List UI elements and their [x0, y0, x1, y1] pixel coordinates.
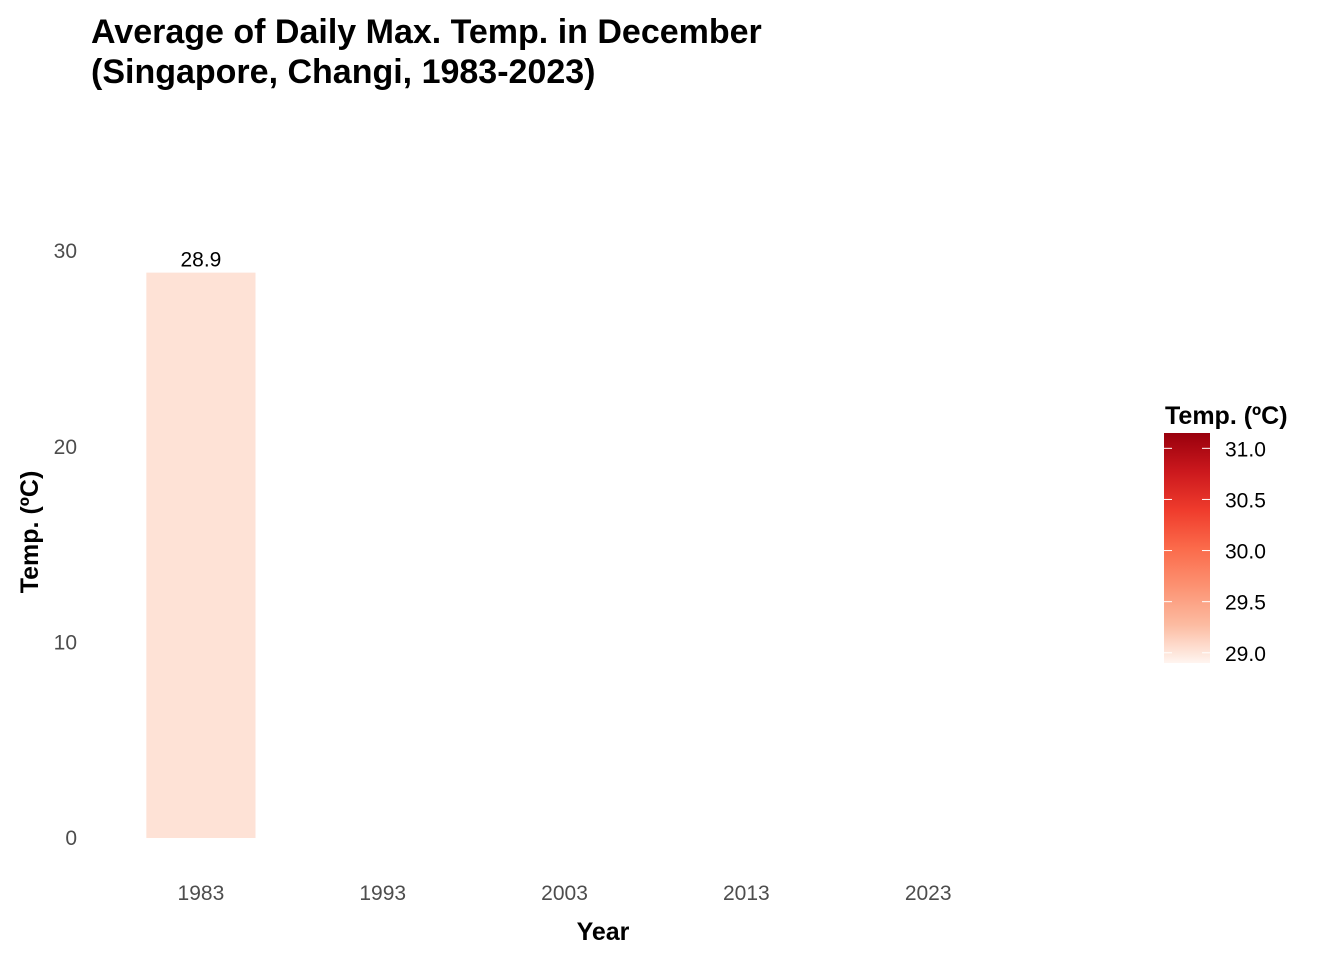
y-tick-label: 0 — [65, 827, 77, 850]
x-tick-label: 2023 — [905, 882, 952, 905]
legend-tick-label: 30.5 — [1225, 489, 1266, 512]
chart-title: Average of Daily Max. Temp. in December … — [91, 12, 762, 92]
plot-area: 28.9 1983 1993 2003 2013 2023 0 10 20 30 — [54, 240, 952, 905]
bar-value-label: 28.9 — [180, 249, 221, 272]
chart-title-line-1: Average of Daily Max. Temp. in December — [91, 13, 762, 51]
legend-tick-label: 29.0 — [1225, 643, 1266, 666]
x-axis-title: Year — [577, 918, 630, 946]
y-tick-label: 20 — [54, 436, 77, 459]
x-tick-label: 2003 — [541, 882, 588, 905]
legend-title: Temp. (ºC) — [1165, 402, 1288, 430]
chart-title-line-2: (Singapore, Changi, 1983-2023) — [91, 53, 596, 91]
legend-tick-label: 31.0 — [1225, 438, 1266, 461]
legend-tick-label: 30.0 — [1225, 541, 1266, 564]
legend-colorbar — [1164, 433, 1210, 663]
y-tick-label: 10 — [54, 631, 77, 654]
y-axis-title: Temp. (ºC) — [16, 471, 44, 594]
x-tick-label: 1983 — [178, 882, 225, 905]
color-legend: Temp. (ºC) 29.0 29.5 30.0 30.5 31.0 — [1164, 402, 1288, 666]
bar-1983 — [146, 272, 256, 838]
legend-tick-label: 29.5 — [1225, 592, 1266, 615]
x-tick-label: 2013 — [723, 882, 770, 905]
x-tick-label: 1993 — [359, 882, 406, 905]
y-tick-label: 30 — [54, 240, 77, 263]
